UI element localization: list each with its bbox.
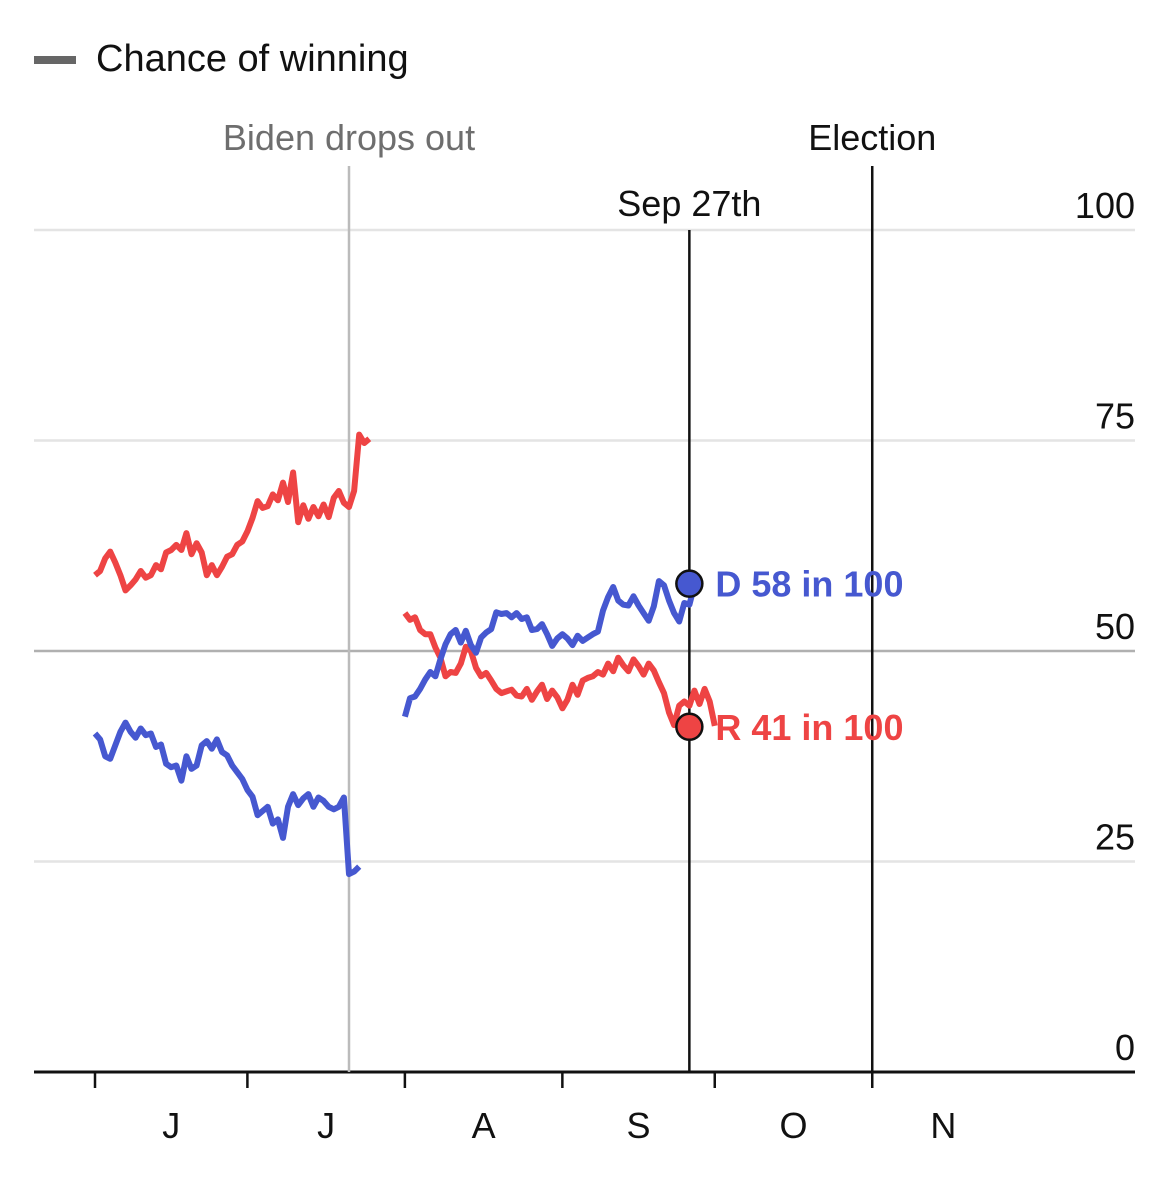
biden-drops-out-label: Biden drops out <box>223 117 475 158</box>
y-tick-label-0: 0 <box>1115 1027 1135 1068</box>
rep-endpoint-marker <box>675 712 704 742</box>
dem-endpoint-marker <box>675 569 704 598</box>
month-label-5: N <box>930 1105 956 1146</box>
dem-line-segment-2 <box>402 578 698 718</box>
rep-endpoint-label: R 41 in 100 <box>715 707 903 748</box>
month-label-3: S <box>627 1105 651 1146</box>
dem-line-segment-1 <box>92 719 362 878</box>
today-label: Sep 27th <box>617 183 761 224</box>
month-label-0: J <box>162 1105 180 1146</box>
month-label-4: O <box>779 1105 807 1146</box>
rep-line-segment-1 <box>93 431 372 594</box>
y-tick-label-75: 75 <box>1095 396 1135 437</box>
rep-line-segment-2 <box>402 611 718 729</box>
y-tick-label-25: 25 <box>1095 817 1135 858</box>
month-label-1: J <box>317 1105 335 1146</box>
y-tick-label-50: 50 <box>1095 606 1135 647</box>
y-tick-label-100: 100 <box>1075 185 1135 226</box>
legend-swatch <box>34 56 76 64</box>
legend-label: Chance of winning <box>96 38 409 80</box>
month-label-2: A <box>472 1105 496 1146</box>
election-label: Election <box>808 117 936 158</box>
dem-endpoint-label: D 58 in 100 <box>715 564 903 605</box>
